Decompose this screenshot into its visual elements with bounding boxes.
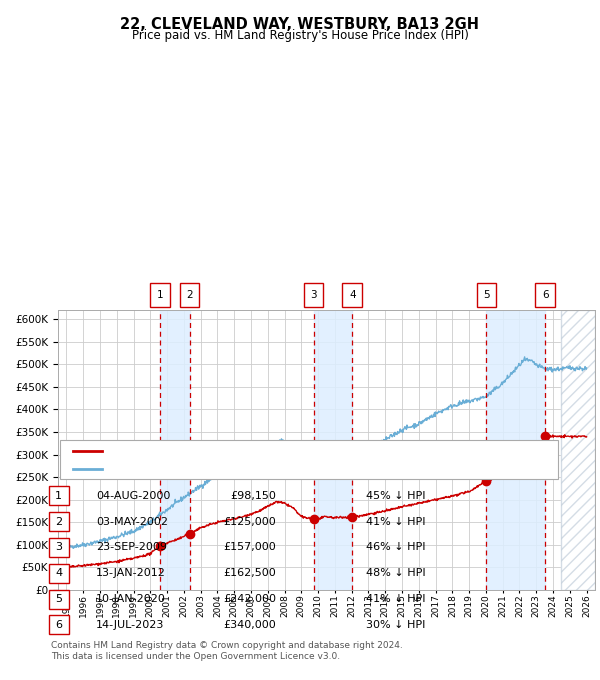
Bar <box>562 310 595 590</box>
Text: 14-JUL-2023: 14-JUL-2023 <box>96 620 164 630</box>
Text: 48% ↓ HPI: 48% ↓ HPI <box>366 568 425 578</box>
Text: Contains HM Land Registry data © Crown copyright and database right 2024.
This d: Contains HM Land Registry data © Crown c… <box>51 641 403 661</box>
Text: £125,000: £125,000 <box>223 517 276 526</box>
Text: 45% ↓ HPI: 45% ↓ HPI <box>366 491 425 500</box>
Text: HPI: Average price, detached house, Wiltshire: HPI: Average price, detached house, Wilt… <box>109 464 337 474</box>
Text: 5: 5 <box>483 290 490 300</box>
Text: 41% ↓ HPI: 41% ↓ HPI <box>366 594 425 604</box>
Text: 03-MAY-2002: 03-MAY-2002 <box>96 517 168 526</box>
Text: 5: 5 <box>55 594 62 604</box>
Text: 22, CLEVELAND WAY, WESTBURY, BA13 2GH (detached house): 22, CLEVELAND WAY, WESTBURY, BA13 2GH (d… <box>109 445 422 456</box>
Text: 41% ↓ HPI: 41% ↓ HPI <box>366 517 425 526</box>
Text: 13-JAN-2012: 13-JAN-2012 <box>96 568 166 578</box>
Text: 30% ↓ HPI: 30% ↓ HPI <box>366 620 425 630</box>
Text: £242,000: £242,000 <box>223 594 276 604</box>
Text: £340,000: £340,000 <box>223 620 276 630</box>
Text: 2: 2 <box>55 517 62 526</box>
Bar <box>562 310 595 590</box>
Text: 1: 1 <box>55 491 62 500</box>
Text: 6: 6 <box>55 620 62 630</box>
Text: £162,500: £162,500 <box>223 568 276 578</box>
Text: 2: 2 <box>186 290 193 300</box>
Text: 3: 3 <box>55 543 62 552</box>
Text: 22, CLEVELAND WAY, WESTBURY, BA13 2GH: 22, CLEVELAND WAY, WESTBURY, BA13 2GH <box>121 17 479 32</box>
Text: 4: 4 <box>55 568 62 578</box>
Bar <box>487 310 545 590</box>
Text: 6: 6 <box>542 290 548 300</box>
Text: 04-AUG-2000: 04-AUG-2000 <box>96 491 170 500</box>
Text: 3: 3 <box>310 290 317 300</box>
Text: £98,150: £98,150 <box>230 491 276 500</box>
Text: £157,000: £157,000 <box>223 543 276 552</box>
Bar <box>160 310 190 590</box>
Text: 1: 1 <box>157 290 164 300</box>
Text: Price paid vs. HM Land Registry's House Price Index (HPI): Price paid vs. HM Land Registry's House … <box>131 29 469 42</box>
Text: 10-JAN-2020: 10-JAN-2020 <box>96 594 166 604</box>
Bar <box>314 310 352 590</box>
Text: 23-SEP-2009: 23-SEP-2009 <box>96 543 167 552</box>
Text: 46% ↓ HPI: 46% ↓ HPI <box>366 543 425 552</box>
Text: 4: 4 <box>349 290 356 300</box>
